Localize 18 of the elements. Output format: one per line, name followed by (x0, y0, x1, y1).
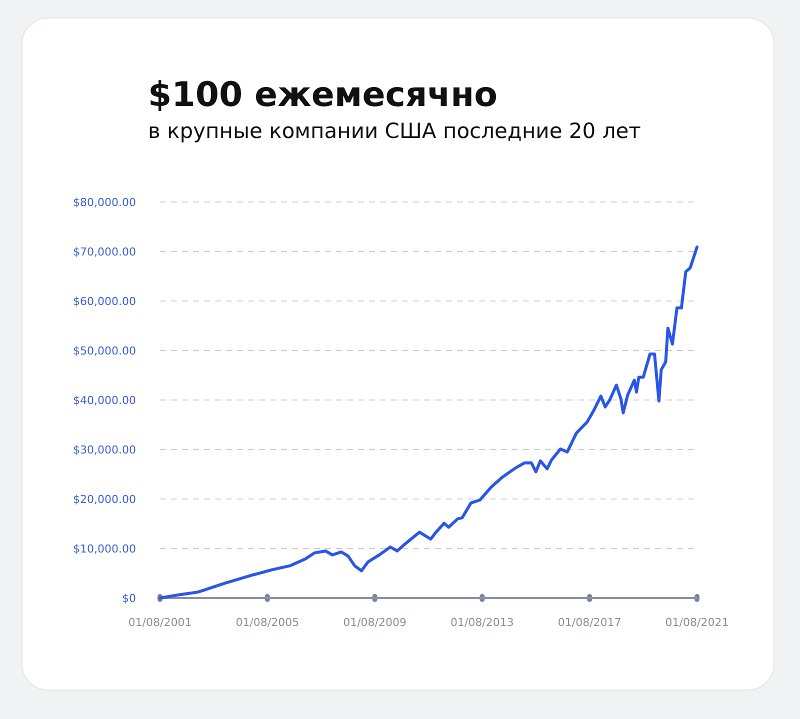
x-tick-label: 01/08/2017 (558, 616, 622, 629)
y-tick-label: $0 (122, 592, 136, 605)
y-tick-label: $60,000.00 (73, 294, 136, 308)
y-tick-label: $10,000.00 (73, 542, 136, 556)
x-tick-label: 01/08/2021 (665, 616, 729, 629)
y-tick-label: $70,000.00 (73, 245, 136, 258)
chart-subtitle: в крупные компании США последние 20 лет (148, 119, 641, 143)
x-tick-label: 01/08/2009 (343, 616, 407, 629)
y-tick-label: $30,000.00 (73, 443, 136, 456)
y-tick-label: $40,000.00 (73, 394, 136, 407)
x-tick-label: 01/08/2005 (236, 616, 300, 629)
y-tick-label: $80,000.00 (73, 196, 136, 209)
chart-title: $100 ежемесячно (148, 75, 498, 115)
line-series (158, 246, 698, 600)
y-tick-label: $50,000.00 (73, 344, 136, 358)
y-tick-label: $20,000.00 (73, 492, 136, 506)
x-tick-label: 01/08/2013 (450, 616, 514, 629)
x-tick-label: 01/08/2001 (128, 616, 192, 629)
